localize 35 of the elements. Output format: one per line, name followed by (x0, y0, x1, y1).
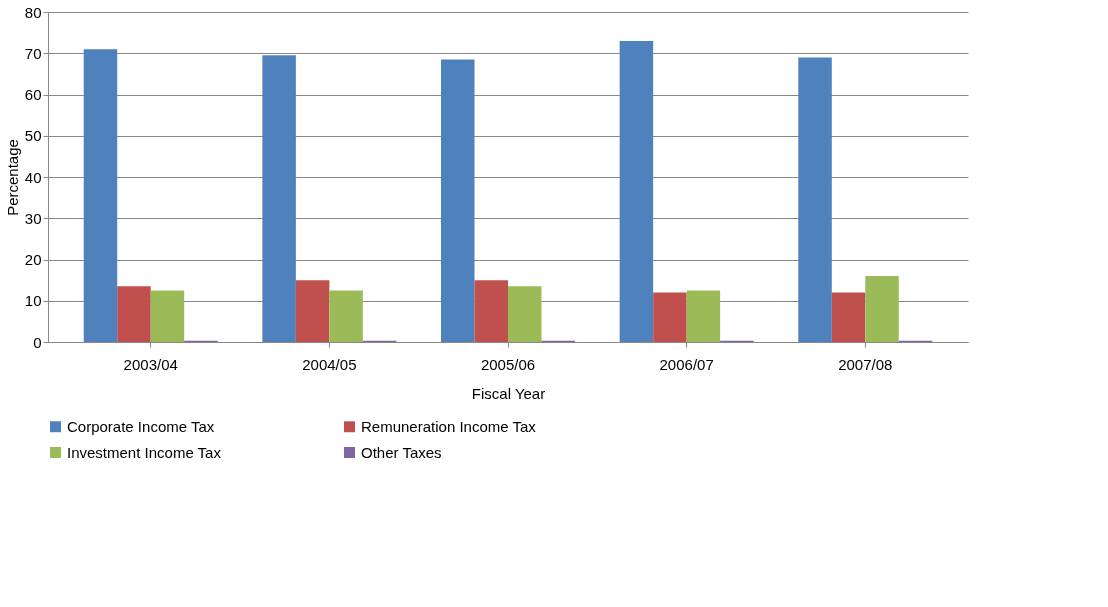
bar (474, 280, 508, 342)
x-tick-label: 2006/07 (659, 355, 714, 373)
x-axis-title: Fiscal Year (471, 384, 546, 402)
bar (653, 292, 687, 342)
bar (686, 290, 721, 342)
y-tick-label: 20 (24, 251, 42, 268)
legend-label: Corporate Income Tax (67, 417, 215, 435)
y-tick-label: 80 (24, 3, 42, 21)
bar (619, 40, 654, 342)
bar (83, 49, 118, 342)
x-tick-label: 2007/08 (838, 355, 893, 373)
y-tick-label: 30 (24, 209, 42, 227)
bar (117, 286, 151, 342)
x-tick-label: 2004/05 (302, 355, 357, 373)
y-axis-title: Percentage (3, 139, 21, 216)
x-tick-label: 2003/04 (123, 355, 178, 373)
y-tick-label: 10 (24, 292, 42, 310)
bar (329, 290, 363, 342)
x-tick-label: 2005/06 (480, 355, 536, 373)
legend-label: Investment Income Tax (67, 443, 222, 461)
bar (831, 292, 866, 342)
y-tick-label: 60 (24, 86, 42, 103)
legend-label: Remuneration Income Tax (361, 417, 537, 435)
legend-label: Other Taxes (361, 443, 442, 461)
bar (865, 276, 899, 342)
bar (798, 57, 832, 342)
bar (508, 286, 542, 342)
bar (295, 280, 330, 342)
y-tick-label: 0 (33, 333, 42, 351)
y-tick-label: 40 (24, 168, 42, 186)
bar (262, 55, 296, 342)
y-tick-label: 70 (24, 44, 42, 62)
y-tick-label: 50 (24, 127, 42, 145)
bar (150, 290, 185, 342)
bar (441, 59, 475, 342)
